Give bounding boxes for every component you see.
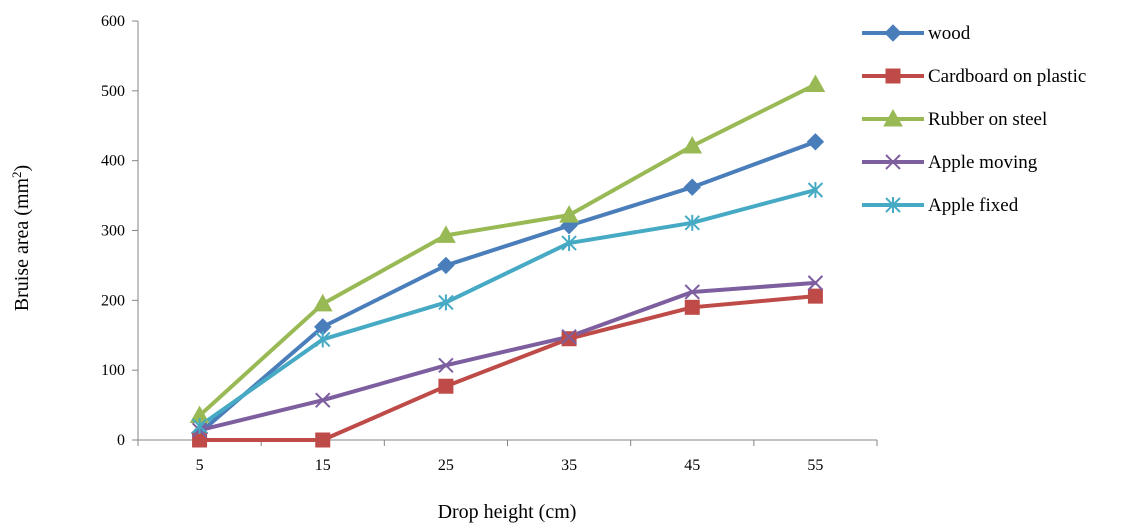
x-tick-label: 45 <box>684 457 700 474</box>
y-tick-label: 400 <box>101 153 125 170</box>
y-tick-label: 100 <box>101 362 125 379</box>
data-point-cardboard-on-plastic <box>438 378 454 394</box>
data-point-apple-moving <box>684 284 700 300</box>
data-point-wood <box>683 178 701 196</box>
legend-marker <box>884 24 902 42</box>
data-point-rubber-on-steel <box>559 205 579 223</box>
legend: wood Cardboard on plastic Rubber on steel A… <box>862 23 1086 216</box>
y-axis-title-superscript: 2 <box>9 171 24 178</box>
legend-marker <box>885 154 901 170</box>
x-tick-label: 25 <box>438 457 454 474</box>
series-line-apple-moving <box>197 280 818 433</box>
x-marker-stroke <box>315 392 331 408</box>
y-tick-label: 500 <box>101 83 125 100</box>
data-point-apple-fixed <box>438 294 454 311</box>
series-markers <box>189 74 826 448</box>
legend-label: wood <box>928 23 971 44</box>
x-marker-stroke <box>438 357 454 373</box>
y-axis-title-close: ) <box>11 165 33 172</box>
data-point-cardboard-on-plastic <box>684 299 700 315</box>
data-point-apple-fixed <box>191 418 208 435</box>
legend-item-apple-moving: Apple moving <box>862 152 1038 173</box>
data-point-apple-moving <box>807 275 824 291</box>
legend-label: Apple moving <box>928 152 1038 173</box>
y-tick-label: 300 <box>101 223 125 240</box>
data-point-apple-fixed <box>807 181 824 198</box>
data-point-cardboard-on-plastic <box>807 288 823 304</box>
x-marker-stroke <box>807 275 824 291</box>
x-axis-title: Drop height (cm) <box>438 501 577 523</box>
x-marker-stroke <box>561 328 577 345</box>
series-line-cardboard-on-plastic <box>197 294 818 442</box>
legend-item-apple-fixed: Apple fixed <box>862 195 1019 216</box>
x-marker-stroke <box>885 154 901 170</box>
data-point-apple-moving <box>315 392 331 408</box>
x-tick-label: 5 <box>196 457 204 474</box>
legend-marker <box>885 197 901 213</box>
data-point-wood <box>437 256 455 275</box>
data-point-rubber-on-steel <box>436 225 456 243</box>
legend-item-wood: wood <box>862 23 971 44</box>
series-line-rubber-on-steel <box>197 82 818 418</box>
data-point-rubber-on-steel <box>682 135 703 154</box>
data-point-rubber-on-steel <box>805 74 826 93</box>
data-point-cardboard-on-plastic <box>561 331 577 347</box>
x-marker-stroke <box>684 284 700 300</box>
x-tick-label: 35 <box>561 457 577 474</box>
legend-label: Apple fixed <box>928 195 1019 216</box>
data-point-rubber-on-steel <box>312 293 333 312</box>
series-line-apple-fixed <box>197 187 818 429</box>
series-line-wood <box>197 139 818 436</box>
y-axis-title-main: Bruise area (mm <box>11 178 33 312</box>
x-tick-label: 55 <box>807 457 823 474</box>
y-tick-label: 0 <box>117 432 125 449</box>
x-tick-label: 15 <box>315 457 331 474</box>
data-point-apple-moving <box>561 328 577 345</box>
legend-item-rubber-on-steel: Rubber on steel <box>862 108 1047 130</box>
data-point-apple-fixed <box>315 331 331 348</box>
legend-label: Cardboard on plastic <box>928 66 1086 87</box>
y-axis-title: Bruise area (mm2) <box>9 165 33 311</box>
series-lines <box>197 82 818 442</box>
data-point-apple-fixed <box>684 214 700 231</box>
data-point-apple-fixed <box>561 235 577 252</box>
legend-item-cardboard-on-plastic: Cardboard on plastic <box>862 66 1086 87</box>
data-point-wood <box>806 133 825 151</box>
legend-marker <box>885 68 901 84</box>
y-tick-label: 600 <box>101 13 125 30</box>
data-point-cardboard-on-plastic <box>315 432 331 448</box>
chart-axes: 0 100 200 300 400 500 600 5 15 25 35 45 55 <box>101 13 878 474</box>
legend-label: Rubber on steel <box>928 109 1047 130</box>
y-tick-label: 200 <box>101 292 125 309</box>
data-point-apple-moving <box>438 357 454 373</box>
legend-marker <box>883 108 903 127</box>
